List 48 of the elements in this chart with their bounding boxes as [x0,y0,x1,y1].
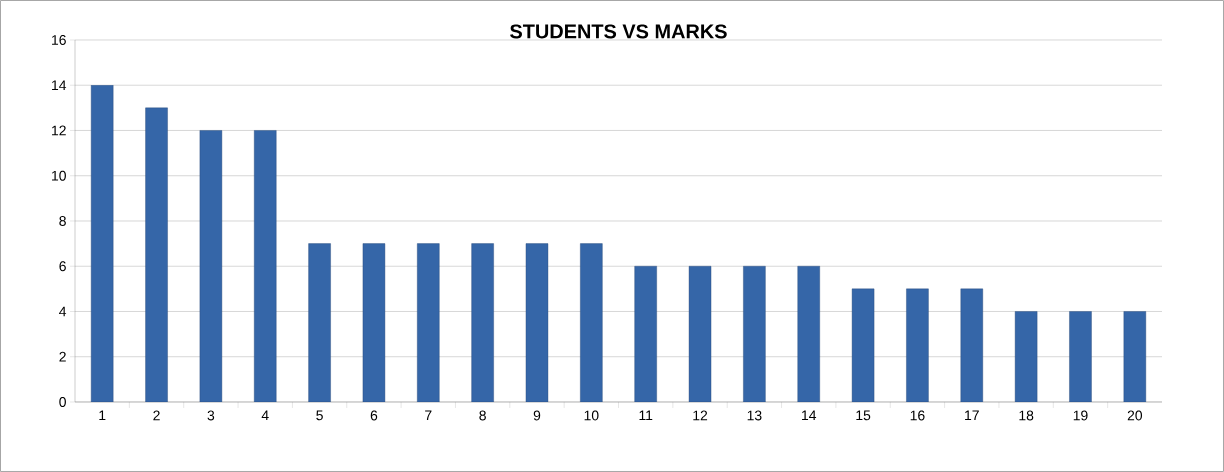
x-tick-label: 12 [693,410,708,421]
y-tick-label: 6 [59,261,66,272]
bar [797,266,820,402]
bar [525,243,549,402]
y-tick-label: 0 [59,397,66,407]
y-tick-label: 8 [59,216,66,226]
x-tick-label: 1 [99,410,106,421]
x-tick-label: 19 [1073,410,1088,421]
y-tick-label: 16 [52,35,66,45]
x-tick-label: 18 [1019,410,1034,421]
x-tick-label: 16 [910,410,925,421]
bar [417,243,440,402]
x-tick-label: 4 [261,410,269,421]
x-tick-label: 11 [639,410,653,421]
x-tick-label: 20 [1127,410,1143,421]
bar [960,288,983,402]
bar [90,85,114,402]
bar [308,243,331,402]
x-tick-label: 14 [802,410,817,421]
y-tick-label: 10 [52,170,66,181]
x-tick-label: 7 [425,410,432,421]
bar [362,243,386,402]
x-tick-label: 2 [153,410,160,421]
bar [688,266,712,402]
x-tick-label: 5 [316,410,323,421]
bar [1123,311,1147,402]
bar [471,243,494,402]
bar [145,107,168,402]
x-tick-label: 17 [965,410,979,421]
bar [1069,311,1092,402]
bar [580,243,603,402]
x-tick-label: 3 [207,410,215,421]
x-tick-label: 6 [370,410,378,421]
x-tick-label: 13 [747,410,762,421]
bar [906,288,929,402]
bar [634,266,657,402]
y-tick-label: 14 [52,80,67,91]
chart-title: STUDENTS VS MARKS [510,24,727,39]
y-tick-label: 2 [59,351,66,362]
bar [743,266,766,402]
bar [199,130,223,402]
y-tick-label: 4 [59,306,67,317]
bar [254,130,277,402]
y-tick-label: 12 [52,125,66,136]
x-tick-label: 9 [533,410,541,421]
x-tick-label: 10 [584,410,599,421]
x-tick-label: 8 [479,410,486,421]
x-tick-label: 15 [856,410,871,421]
